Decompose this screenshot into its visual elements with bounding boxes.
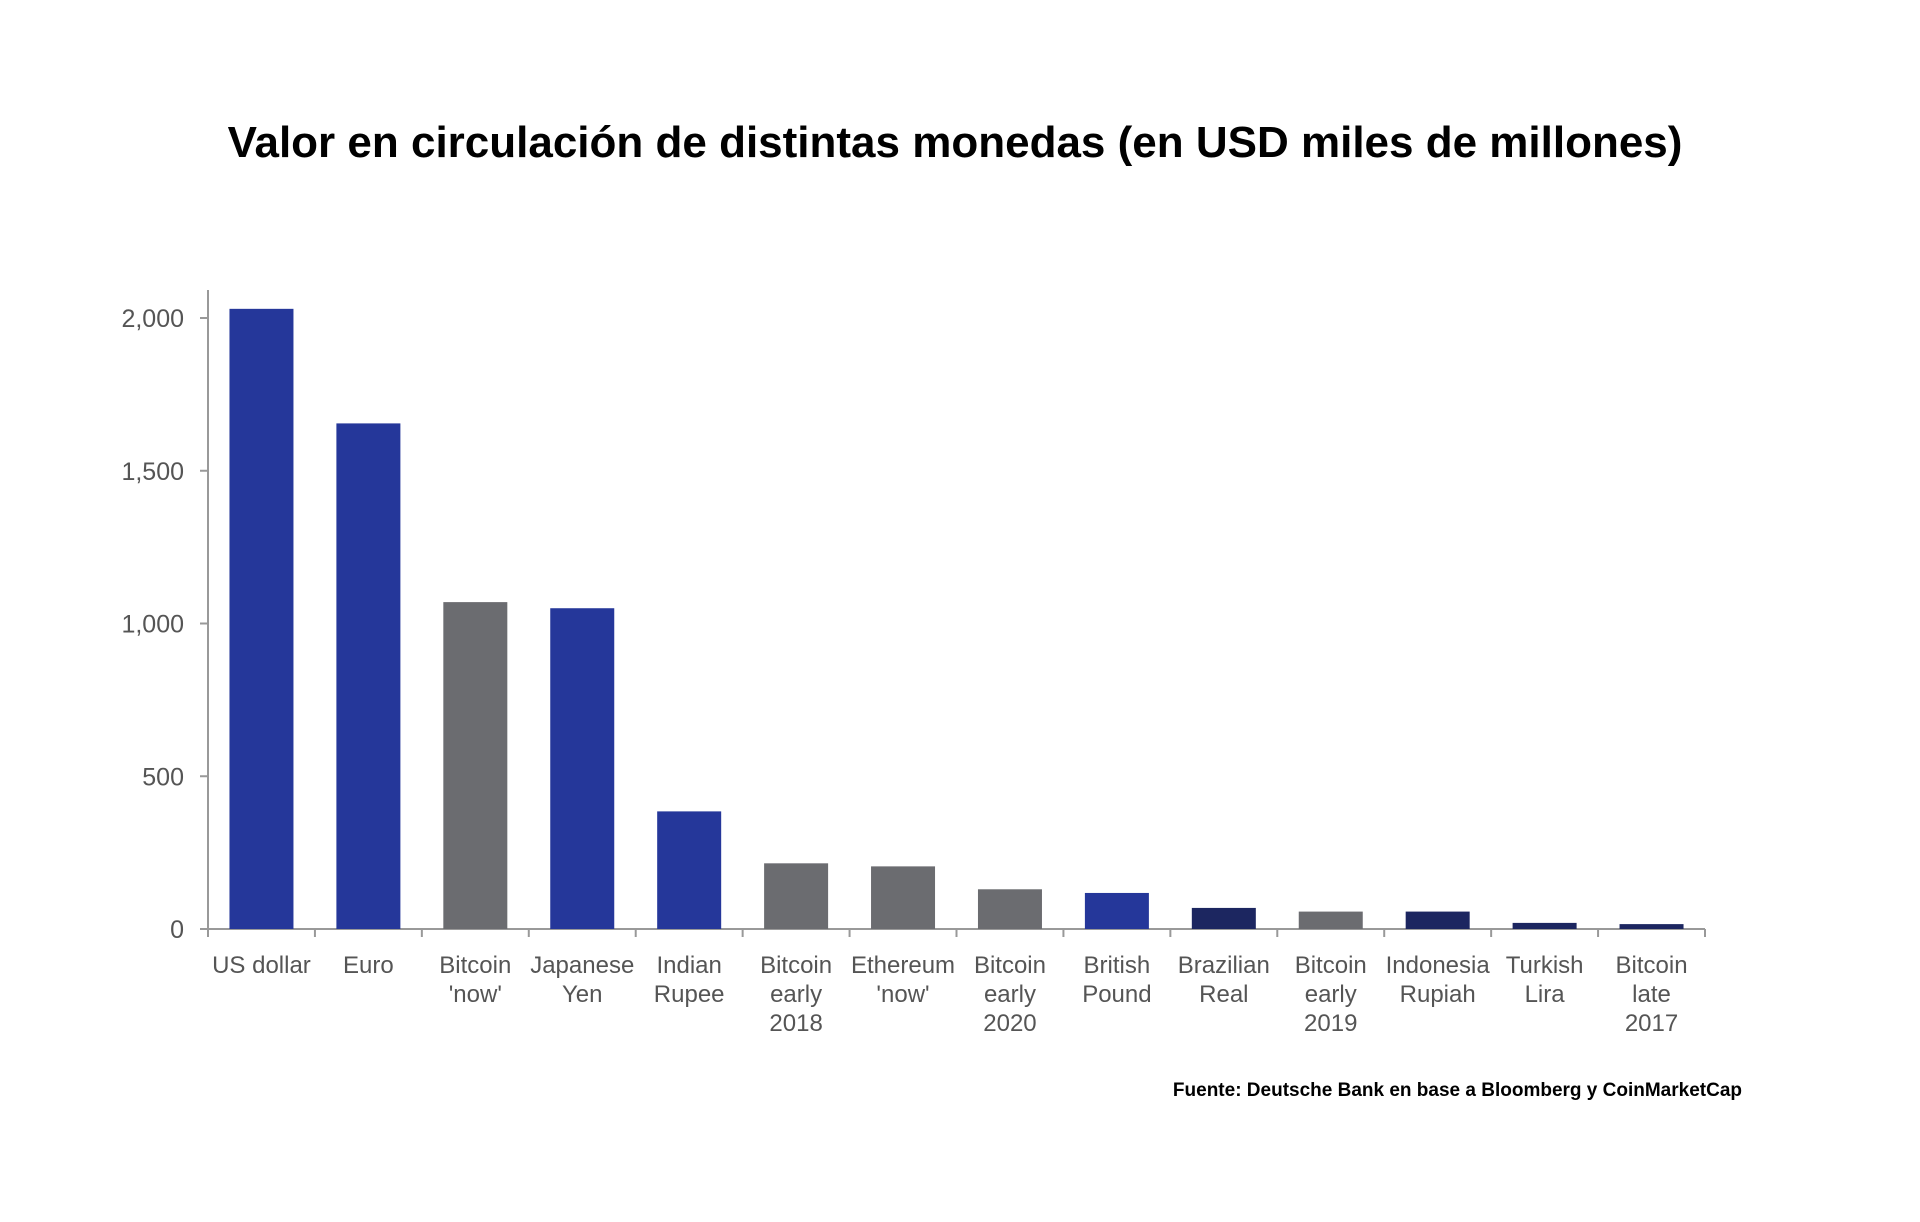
bar (229, 308, 294, 930)
x-category-label: early (1305, 981, 1357, 1008)
x-category-label: 'now' (876, 981, 929, 1008)
bar (1512, 922, 1577, 929)
x-category-label: Bitcoin (439, 952, 511, 979)
bar (336, 423, 401, 929)
x-category-label: Bitcoin (1295, 952, 1367, 979)
x-category-label: early (984, 981, 1036, 1008)
x-category-label: US dollar (212, 952, 311, 979)
bar (871, 866, 936, 929)
bar (1191, 907, 1256, 929)
bar (1405, 911, 1470, 929)
x-category-label: Indonesia (1386, 952, 1491, 979)
x-category-label: 2017 (1625, 1010, 1678, 1037)
y-tick-label: 500 (142, 763, 184, 791)
bar (977, 889, 1042, 929)
x-category-label: 2019 (1304, 1010, 1357, 1037)
bar (1298, 911, 1363, 929)
x-category-label: Bitcoin (974, 952, 1046, 979)
x-category-label: Turkish (1506, 952, 1584, 979)
bar (1619, 924, 1684, 929)
x-category-label: Yen (562, 981, 603, 1008)
x-category-label: 'now' (449, 981, 502, 1008)
bar (657, 811, 722, 929)
x-category-label: Japanese (530, 952, 634, 979)
x-category-label: Brazilian (1178, 952, 1270, 979)
y-tick-label: 1,000 (121, 611, 184, 639)
x-category-label: 2020 (983, 1010, 1036, 1037)
x-category-label: 2018 (769, 1010, 822, 1037)
x-category-label: Bitcoin (1616, 952, 1688, 979)
x-category-label: Rupee (654, 981, 725, 1008)
x-category-label: Real (1199, 981, 1248, 1008)
y-tick-label: 2,000 (121, 305, 184, 333)
x-category-label: Lira (1525, 981, 1566, 1008)
x-category-label: Indian (656, 952, 721, 979)
bar (550, 608, 615, 929)
bar (443, 602, 508, 929)
chart-title: Valor en circulación de distintas moneda… (227, 118, 1683, 167)
y-tick-label: 1,500 (121, 458, 184, 486)
y-tick-label: 0 (170, 916, 184, 944)
x-category-label: Rupiah (1400, 981, 1476, 1008)
source-note: Fuente: Deutsche Bank en base a Bloomber… (1172, 1080, 1742, 1101)
bar (1084, 892, 1149, 929)
x-category-label: British (1084, 952, 1151, 979)
x-category-label: late (1632, 981, 1671, 1008)
bar (764, 863, 829, 929)
x-category-label: Pound (1082, 981, 1151, 1008)
x-category-label: Bitcoin (760, 952, 832, 979)
x-category-label: Euro (343, 952, 394, 979)
x-category-label: early (770, 981, 822, 1008)
x-category-label: Ethereum (851, 952, 955, 979)
